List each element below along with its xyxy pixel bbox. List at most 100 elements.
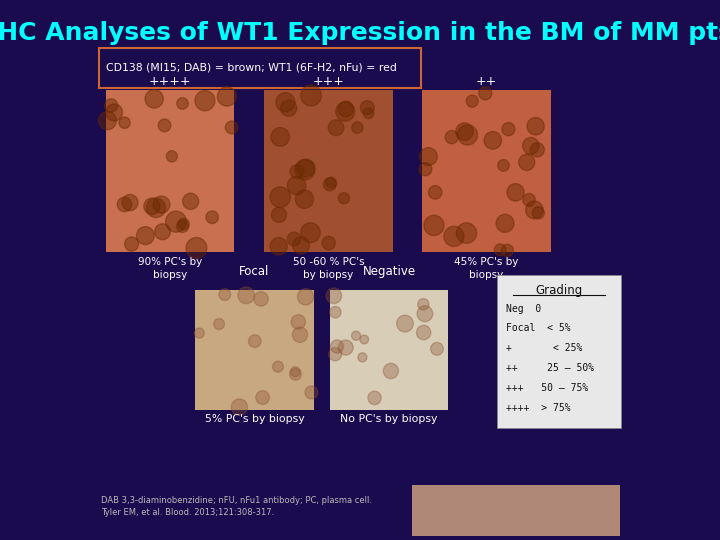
Circle shape — [530, 143, 544, 157]
Circle shape — [424, 215, 444, 235]
Circle shape — [523, 193, 536, 206]
FancyBboxPatch shape — [498, 275, 621, 428]
Circle shape — [338, 340, 354, 355]
Circle shape — [418, 299, 429, 310]
Circle shape — [328, 120, 344, 136]
Circle shape — [294, 159, 315, 180]
FancyBboxPatch shape — [412, 485, 620, 536]
Circle shape — [456, 123, 473, 140]
Text: 45% PC's by
biopsy: 45% PC's by biopsy — [454, 256, 519, 280]
Text: No PC's by biopsy: No PC's by biopsy — [341, 414, 438, 424]
Circle shape — [527, 118, 544, 135]
Circle shape — [238, 287, 254, 303]
Circle shape — [351, 122, 363, 133]
Circle shape — [137, 227, 154, 245]
Circle shape — [498, 159, 509, 171]
Text: 50 -60 % PC's
by biopsy: 50 -60 % PC's by biopsy — [292, 256, 364, 280]
Circle shape — [501, 244, 513, 256]
Circle shape — [360, 335, 369, 344]
FancyBboxPatch shape — [264, 90, 392, 252]
Text: +++   50 – 75%: +++ 50 – 75% — [506, 383, 588, 393]
Circle shape — [292, 237, 310, 254]
Text: Grading: Grading — [536, 285, 582, 298]
Text: +       < 25%: + < 25% — [506, 343, 582, 353]
Circle shape — [214, 319, 225, 329]
Circle shape — [420, 147, 437, 166]
Circle shape — [231, 399, 248, 415]
Circle shape — [270, 187, 290, 207]
Circle shape — [322, 236, 336, 250]
Circle shape — [248, 335, 261, 348]
Circle shape — [368, 391, 381, 404]
Circle shape — [326, 177, 337, 188]
Circle shape — [305, 386, 318, 399]
Circle shape — [166, 151, 177, 162]
Circle shape — [153, 196, 170, 213]
Circle shape — [301, 85, 321, 106]
Circle shape — [290, 165, 304, 179]
Circle shape — [106, 104, 122, 121]
Circle shape — [507, 184, 524, 201]
Circle shape — [281, 100, 297, 117]
Circle shape — [428, 186, 442, 199]
Circle shape — [254, 292, 269, 306]
Text: ++++: ++++ — [149, 75, 192, 88]
Text: ++     25 – 50%: ++ 25 – 50% — [506, 363, 594, 373]
Circle shape — [444, 226, 464, 246]
Circle shape — [502, 123, 515, 136]
Circle shape — [122, 194, 138, 211]
Text: Neg  0: Neg 0 — [506, 303, 541, 314]
Circle shape — [291, 315, 305, 329]
Circle shape — [351, 331, 361, 340]
Circle shape — [290, 367, 300, 377]
Circle shape — [518, 154, 535, 171]
Circle shape — [336, 102, 355, 121]
Circle shape — [323, 178, 336, 191]
Circle shape — [397, 315, 413, 332]
Circle shape — [119, 117, 130, 129]
Circle shape — [219, 288, 230, 300]
Circle shape — [383, 363, 398, 379]
Circle shape — [166, 211, 186, 232]
FancyBboxPatch shape — [99, 48, 420, 88]
Circle shape — [144, 198, 160, 214]
Circle shape — [271, 207, 287, 222]
Circle shape — [206, 211, 218, 224]
Circle shape — [416, 325, 431, 340]
Circle shape — [431, 342, 444, 355]
Circle shape — [419, 163, 432, 176]
Circle shape — [158, 119, 171, 132]
Circle shape — [271, 127, 289, 146]
Circle shape — [479, 86, 492, 100]
Circle shape — [225, 121, 238, 134]
Circle shape — [297, 159, 315, 177]
Circle shape — [532, 207, 544, 219]
Circle shape — [287, 176, 306, 195]
Text: ++: ++ — [476, 75, 498, 88]
Circle shape — [292, 327, 307, 342]
Circle shape — [117, 197, 132, 212]
Text: 5% PC's by biopsy: 5% PC's by biopsy — [204, 414, 305, 424]
Circle shape — [445, 131, 458, 144]
Text: +++: +++ — [312, 75, 344, 88]
Circle shape — [287, 232, 301, 246]
Circle shape — [186, 238, 207, 259]
Circle shape — [270, 238, 287, 255]
Circle shape — [176, 220, 189, 232]
Circle shape — [328, 348, 342, 361]
Circle shape — [484, 132, 502, 149]
Circle shape — [289, 368, 301, 380]
Circle shape — [155, 224, 171, 240]
Text: Focal  < 5%: Focal < 5% — [506, 323, 571, 333]
Circle shape — [417, 306, 433, 322]
Text: CD138 (MI15; DAB) = brown; WT1 (6F-H2, nFu) = red: CD138 (MI15; DAB) = brown; WT1 (6F-H2, n… — [106, 63, 397, 73]
FancyBboxPatch shape — [195, 291, 314, 410]
Circle shape — [195, 91, 215, 111]
Circle shape — [330, 306, 341, 318]
Circle shape — [338, 101, 354, 117]
Circle shape — [326, 288, 342, 303]
Text: IHC Analyses of WT1 Expression in the BM of MM pts: IHC Analyses of WT1 Expression in the BM… — [0, 22, 720, 45]
Circle shape — [145, 90, 163, 108]
Circle shape — [358, 353, 367, 362]
Text: 90% PC's by
biopsy: 90% PC's by biopsy — [138, 256, 202, 280]
